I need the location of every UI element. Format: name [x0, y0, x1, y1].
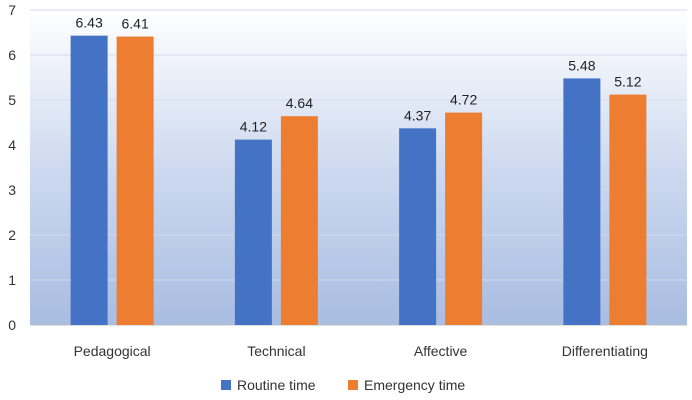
x-tick-label-affective: Affective: [414, 343, 468, 359]
bar-emergency-time-pedagogical: [116, 36, 154, 326]
y-tick-label: 5: [8, 92, 16, 108]
y-tick-label: 1: [8, 272, 16, 288]
bar-emergency-time-affective: [445, 112, 483, 325]
y-axis: 0 1 2 3 4 5 6 7: [8, 2, 16, 333]
bar-routine-time-pedagogical: [70, 35, 108, 326]
data-labels: 6.43 6.41 4.12 4.64 4.37 4.72 5.48 5.12: [76, 15, 642, 135]
data-label: 6.43: [76, 15, 103, 31]
y-tick-label: 0: [8, 317, 16, 333]
data-label: 4.12: [240, 119, 267, 135]
legend-label-emergency-time: Emergency time: [364, 377, 465, 393]
bar-routine-time-differentiating: [563, 78, 601, 326]
bar-routine-time-affective: [399, 128, 437, 325]
y-tick-label: 6: [8, 47, 16, 63]
data-label: 4.64: [286, 95, 313, 111]
legend-label-routine-time: Routine time: [237, 377, 316, 393]
legend-swatch-routine-time: [221, 380, 231, 390]
x-tick-label-differentiating: Differentiating: [562, 343, 648, 359]
bar-routine-time-technical: [234, 139, 272, 325]
legend-swatch-emergency-time: [348, 380, 358, 390]
data-label: 6.41: [122, 16, 149, 32]
y-tick-label: 2: [8, 227, 16, 243]
x-tick-label-technical: Technical: [247, 343, 305, 359]
data-label: 5.12: [614, 74, 641, 90]
y-tick-label: 3: [8, 182, 16, 198]
x-tick-label-pedagogical: Pedagogical: [74, 343, 151, 359]
legend: Routine time Emergency time: [221, 377, 465, 393]
bars: [70, 35, 647, 326]
data-label: 4.37: [404, 107, 431, 123]
bar-emergency-time-differentiating: [609, 94, 647, 325]
x-axis: Pedagogical Technical Affective Differentia…: [74, 343, 648, 359]
y-tick-label: 4: [8, 137, 16, 153]
bar-emergency-time-technical: [280, 116, 318, 325]
y-tick-label: 7: [8, 2, 16, 18]
data-label: 4.72: [450, 92, 477, 108]
data-label: 5.48: [568, 57, 595, 73]
